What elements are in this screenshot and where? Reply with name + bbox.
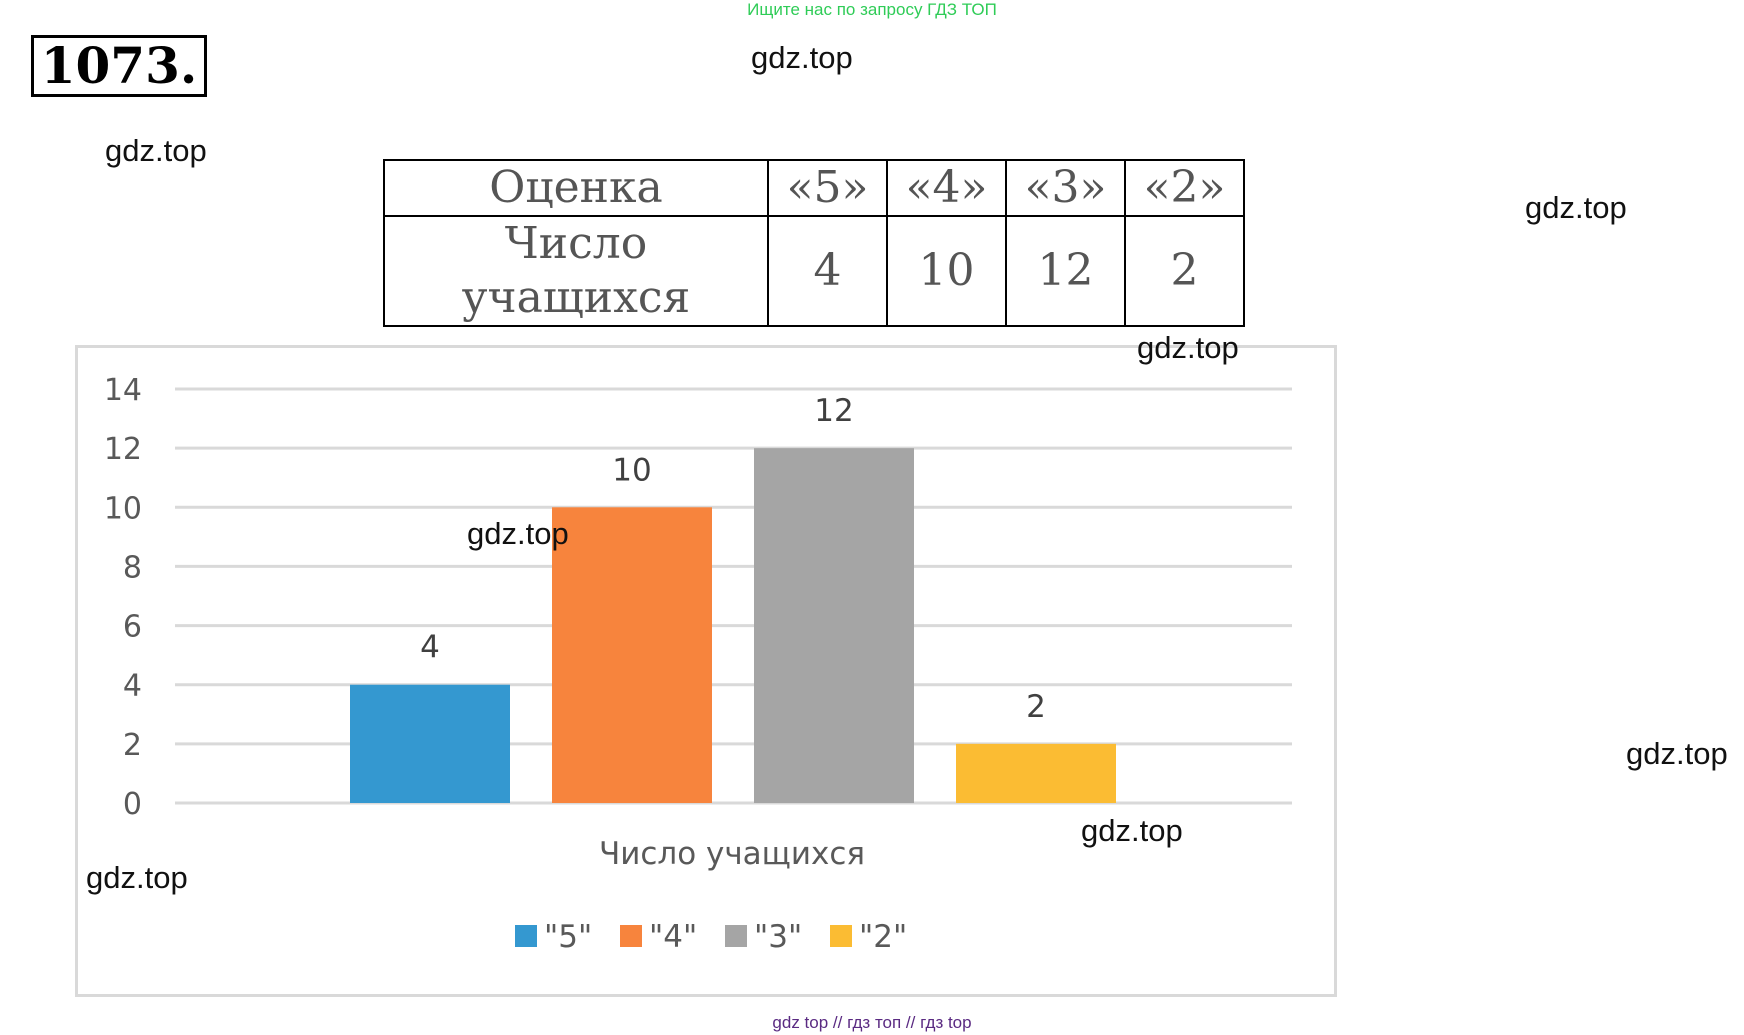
table-cell-count: 2 — [1124, 215, 1245, 327]
watermark: gdz.top — [1525, 190, 1627, 225]
table-cell-grade: «4» — [886, 159, 1007, 217]
legend-swatch — [725, 925, 747, 947]
legend-label: "5" — [544, 919, 592, 955]
bar — [956, 743, 1116, 803]
legend-swatch — [830, 925, 852, 947]
table-row: Оценка «5» «4» «3» «2» — [383, 159, 1245, 217]
table-row: Число учащихся 4 10 12 2 — [383, 215, 1245, 327]
legend-label: "2" — [859, 919, 907, 955]
watermark: gdz.top — [1626, 736, 1728, 771]
y-tick-label: 10 — [104, 491, 142, 526]
y-tick-label: 6 — [123, 610, 142, 645]
grades-table: Оценка «5» «4» «3» «2» Число учащихся 4 … — [383, 159, 1245, 327]
legend-label: "3" — [754, 919, 802, 955]
table-cell-count: 10 — [886, 215, 1007, 327]
problem-number: 1073. — [31, 35, 207, 97]
watermark: gdz.top — [1137, 330, 1239, 365]
bar — [350, 684, 510, 803]
watermark: gdz.top — [467, 516, 569, 551]
table-cell-count: 4 — [767, 215, 888, 327]
y-tick-label: 14 — [104, 373, 142, 408]
data-label: 12 — [814, 393, 853, 429]
legend-swatch — [620, 925, 642, 947]
bar — [754, 448, 914, 803]
watermark: gdz.top — [86, 860, 188, 895]
table-header-students: Число учащихся — [383, 215, 769, 327]
y-tick-label: 8 — [123, 550, 142, 585]
watermark: gdz.top — [1081, 813, 1183, 848]
data-label: 2 — [1026, 689, 1046, 725]
legend-swatch — [515, 925, 537, 947]
table-cell-grade: «2» — [1124, 159, 1245, 217]
data-label: 4 — [420, 630, 440, 666]
y-tick-label: 2 — [123, 728, 142, 763]
legend-label: "4" — [649, 919, 697, 955]
top-banner: Ищите нас по запросу ГДЗ ТОП — [747, 0, 997, 19]
data-label: 10 — [612, 452, 651, 488]
y-tick-label: 12 — [104, 432, 142, 467]
x-axis-label: Число учащихся — [599, 836, 865, 872]
watermark: gdz.top — [751, 40, 853, 75]
y-tick-label: 4 — [123, 669, 142, 704]
table-cell-count: 12 — [1005, 215, 1126, 327]
chart-bars: 4 10 12 2 — [350, 393, 1116, 803]
table-header-grade: Оценка — [383, 159, 769, 217]
y-tick-label: 0 — [123, 787, 142, 822]
footer-text: gdz top // гдз топ // гдз top — [772, 1013, 972, 1032]
table-cell-grade: «5» — [767, 159, 888, 217]
chart-legend: "5" "4" "3" "2" — [515, 919, 907, 955]
table-cell-grade: «3» — [1005, 159, 1126, 217]
bar — [552, 507, 712, 803]
watermark: gdz.top — [105, 133, 207, 168]
